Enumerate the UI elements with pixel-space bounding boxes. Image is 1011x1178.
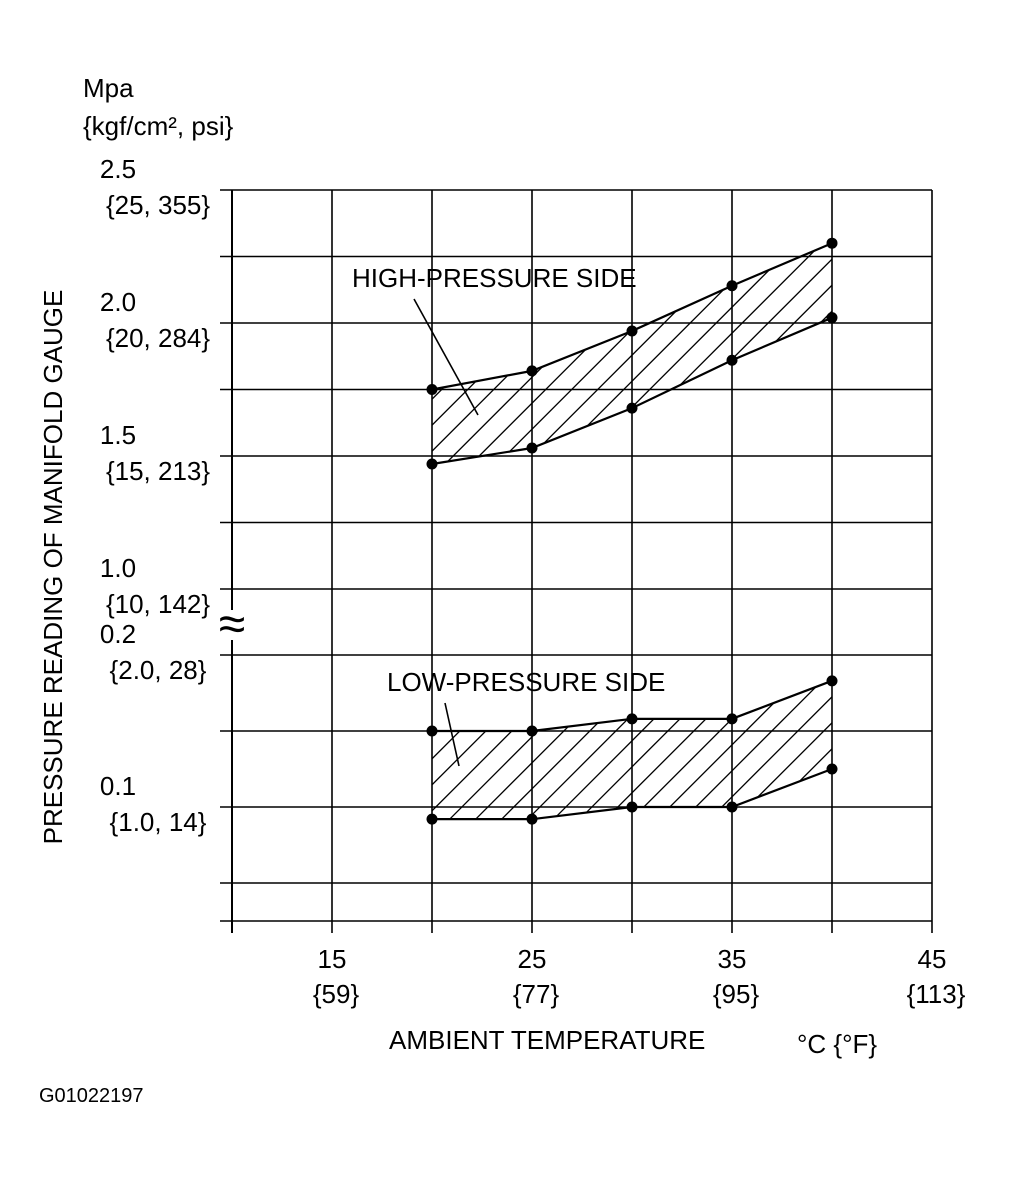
data-point-upper-lower-0 [426,458,438,470]
data-point-lower-lower-1 [526,813,538,825]
x-tick-labels: 15 {59} 25 {77} 35 {95} 45 {113} [313,944,966,1009]
figure-id: G01022197 [39,1085,144,1107]
y-unit-line1: Mpa [83,73,134,103]
hatch-line [553,680,693,820]
hatch-line [631,680,771,820]
data-point-upper-upper-1 [526,365,538,377]
hatch-line [944,681,1011,819]
y-tick-sub-upper-1: {20, 284} [106,323,210,353]
hatch-line [840,681,978,819]
data-point-upper-upper-2 [626,325,638,337]
y-unit-line2: {kgf/cm², psi} [83,111,234,141]
hatch-line [866,681,1004,819]
y-axis-title: PRESSURE READING OF MANIFOLD GAUGE [38,290,68,845]
data-point-upper-upper-3 [726,280,738,292]
hatch-line [970,681,1011,819]
hatch-line [579,680,719,820]
data-point-lower-lower-3 [726,801,738,813]
hatch-line [756,243,832,464]
band-hatching [432,243,1011,820]
hatch-line [861,243,1011,464]
hatch-line [432,680,563,820]
x-axis-unit: °C {°F} [797,1029,877,1059]
hatch-line [991,243,1011,464]
x-axis-title: AMBIENT TEMPERATURE [389,1025,705,1055]
hatch-lower [432,680,1011,820]
y-tick-sub-upper-2: {15, 213} [106,456,210,486]
data-point-lower-upper-1 [526,725,538,737]
hatch-line [501,680,641,820]
y-tick-value-lower-0: 0.2 [100,619,136,649]
data-point-upper-lower-3 [726,354,738,366]
y-tick-value-upper-1: 2.0 [100,287,136,317]
hatch-line [835,243,1011,464]
y-tick-labels: 2.5 {25, 355} 2.0 {20, 284} 1.5 {15, 213} 1.0 {… [100,154,210,837]
y-tick-value-upper-2: 1.5 [100,420,136,450]
x-tick-sub-1: {77} [513,979,560,1009]
data-point-lower-upper-0 [426,725,438,737]
hatch-line [887,243,1011,464]
hatch-line [965,243,1011,464]
data-point-upper-lower-4 [826,312,838,324]
hatch-line [709,680,832,820]
x-tick-sub-2: {95} [713,979,760,1009]
hatch-line [449,680,589,820]
data-point-lower-upper-4 [826,675,838,687]
y-tick-value-upper-3: 1.0 [100,553,136,583]
axis-break-symbol: ≈ [219,598,245,651]
x-tick-value-2: 35 [718,944,747,974]
y-tick-value-upper-0: 2.5 [100,154,136,184]
data-point-upper-upper-0 [426,384,438,395]
data-point-upper-lower-2 [626,402,638,414]
hatch-line [892,681,1011,819]
hatch-line [782,243,832,464]
annotation-low-pressure-leader [444,702,460,767]
y-tick-sub-upper-0: {25, 355} [106,190,210,220]
x-tick-value-1: 25 [518,944,547,974]
hatch-line [913,243,1011,464]
hatch-line [432,680,511,820]
data-point-lower-lower-4 [826,763,838,775]
data-point-lower-lower-0 [426,813,438,825]
data-point-upper-lower-1 [526,442,538,454]
x-tick-sub-0: {59} [313,979,360,1009]
x-tick-sub-3: {113} [907,979,966,1009]
data-point-lower-lower-2 [626,801,638,813]
grid [220,189,933,933]
annotation-low-pressure-side: LOW-PRESSURE SIDE [387,667,665,697]
hatch-line [527,680,667,820]
hatch-line [808,243,832,464]
data-point-lower-upper-2 [626,713,638,725]
y-tick-sub-lower-1: {1.0, 14} [110,807,207,837]
hatch-line [432,680,433,820]
hatch-line [939,243,1011,464]
hatch-line [432,680,537,820]
hatch-line [432,680,459,820]
hatch-line [432,680,485,820]
y-tick-value-lower-1: 0.1 [100,771,136,801]
hatch-line [761,680,832,820]
annotation-high-pressure-side: HIGH-PRESSURE SIDE [352,263,637,293]
data-point-upper-upper-4 [826,237,838,249]
data-point-lower-upper-3 [726,713,738,725]
y-tick-sub-upper-3: {10, 142} [106,589,210,619]
hatch-line [475,680,615,820]
x-tick-value-3: 45 [918,944,947,974]
annotation-high-pressure-leader [413,298,479,416]
hatch-line [787,680,832,820]
y-tick-sub-lower-0: {2.0, 28} [110,655,207,685]
hatch-line [730,243,832,464]
series [426,237,838,825]
x-tick-value-0: 15 [318,944,347,974]
hatch-line [683,680,823,820]
hatch-line [605,680,745,820]
